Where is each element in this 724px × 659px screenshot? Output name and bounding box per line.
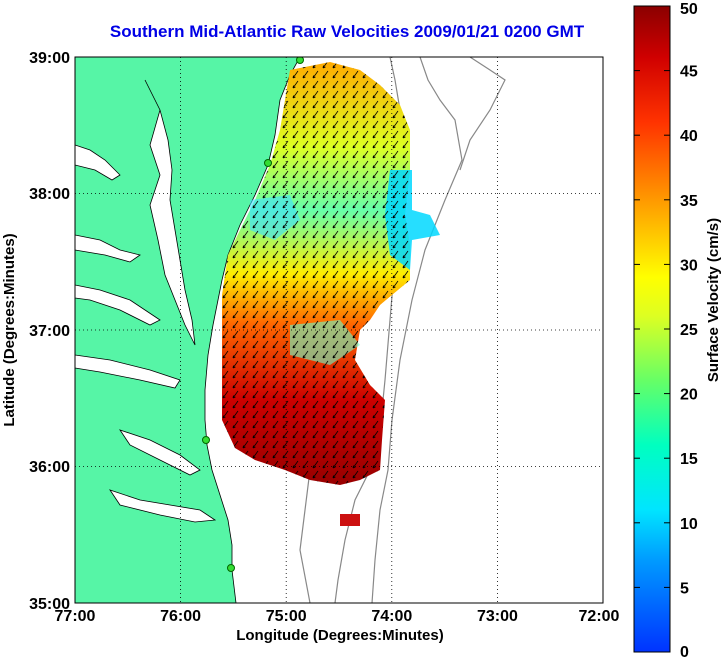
velocity-field: [222, 62, 440, 526]
colorbar-tick-label: 15: [680, 451, 698, 468]
y-tick-label: 36:00: [29, 459, 70, 476]
station-marker: [227, 564, 235, 572]
x-tick-label: 72:00: [579, 608, 620, 625]
colorbar-tick-label: 0: [680, 644, 689, 659]
y-tick-label: 37:00: [29, 323, 70, 340]
colorbar-tick-label: 25: [680, 322, 698, 339]
colorbar: 0 5 10 15 20 25 30 35 40 45 50 Surface Velocity (c…: [633, 1, 722, 659]
bay-water: [75, 79, 217, 523]
station-marker: [296, 57, 304, 64]
y-axis-label: Latitude (Degrees:Minutes): [1, 233, 18, 426]
colorbar-tick-label: 30: [680, 257, 698, 274]
x-tick-label: 76:00: [160, 608, 201, 625]
x-tick-label: 77:00: [55, 608, 96, 625]
y-tick-label: 39:00: [29, 50, 70, 67]
colorbar-label: Surface Velocity (cm/s): [705, 218, 722, 382]
x-tick-label: 73:00: [477, 608, 518, 625]
station-marker: [264, 159, 272, 167]
x-axis-label: Longitude (Degrees:Minutes): [236, 627, 444, 644]
x-tick-label: 74:00: [371, 608, 412, 625]
y-tick-label: 38:00: [29, 186, 70, 203]
y-tick-label: 35:00: [29, 596, 70, 613]
colorbar-tick-label: 5: [680, 580, 689, 597]
station-marker: [202, 436, 210, 444]
colorbar-tick-label: 20: [680, 387, 698, 404]
radar-stations: [202, 57, 304, 572]
colorbar-tick-label: 50: [680, 1, 698, 18]
x-axis: 77:00 76:00 75:00 74:00 73:00 72:00 Long…: [55, 608, 620, 644]
colorbar-tick-label: 35: [680, 193, 698, 210]
map-title: Southern Mid-Atlantic Raw Velocities 200…: [109, 22, 585, 41]
grid-lines: [75, 57, 603, 603]
colorbar-tick-label: 10: [680, 516, 698, 533]
plot-frame: [74, 56, 604, 604]
colorbar-tick-label: 40: [680, 128, 698, 145]
x-tick-label: 75:00: [266, 608, 307, 625]
y-axis: 39:00 38:00 37:00 36:00 35:00 Latitude (…: [1, 50, 70, 613]
colorbar-tick-label: 45: [680, 64, 698, 81]
